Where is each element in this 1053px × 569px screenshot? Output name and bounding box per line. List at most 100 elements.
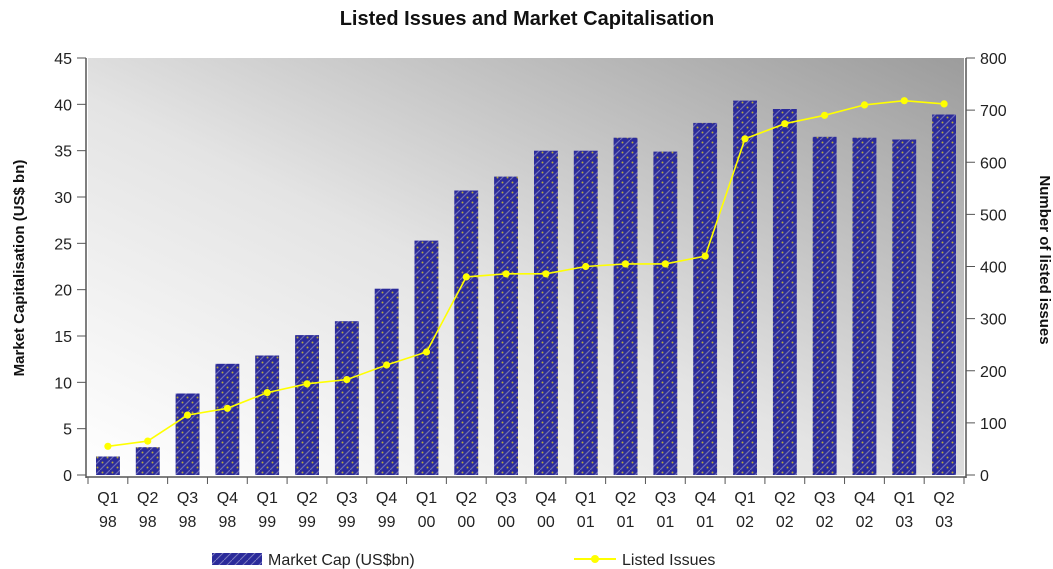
- tick-label: Q2: [615, 490, 636, 507]
- right-axis-ticks: 0 100 200 300 400 500 600 700 800: [966, 51, 1007, 485]
- tick-label: 35: [54, 144, 72, 161]
- tick-label: 45: [54, 51, 72, 68]
- chart-title: Listed Issues and Market Capitalisation: [340, 8, 715, 30]
- tick-label: Q1: [257, 490, 278, 507]
- tick-label: 800: [980, 51, 1007, 68]
- bar: [334, 321, 359, 475]
- data-point: [422, 348, 431, 356]
- tick-label: 400: [980, 260, 1007, 277]
- tick-label: 00: [457, 514, 475, 531]
- tick-label: 20: [54, 283, 72, 300]
- bar: [932, 114, 956, 475]
- tick-label: Q4: [854, 490, 875, 507]
- data-point: [343, 376, 351, 384]
- tick-label: Q3: [655, 490, 676, 507]
- line-series-listed-issues: [104, 97, 948, 450]
- legend-label-listed-issues: Listed Issues: [622, 552, 715, 569]
- tick-label: Q2: [456, 490, 477, 507]
- bar: [414, 240, 439, 475]
- tick-label: Q1: [97, 490, 118, 507]
- left-axis-ticks: 0 5 10 15 20 25 30 35 40 45: [54, 51, 86, 485]
- tick-label: 02: [736, 514, 754, 531]
- data-point: [263, 389, 271, 397]
- tick-label: Q1: [894, 490, 915, 507]
- tick-label: 100: [980, 416, 1007, 433]
- tick-label: 25: [54, 236, 72, 253]
- data-point: [383, 361, 391, 369]
- tick-label: 01: [657, 514, 675, 531]
- tick-label: Q3: [814, 490, 835, 507]
- legend-swatch-market-cap: [212, 553, 262, 565]
- data-point: [701, 252, 709, 260]
- bar: [494, 176, 518, 475]
- bar: [374, 288, 399, 475]
- tick-label: Q1: [734, 490, 755, 507]
- tick-label: Q4: [695, 490, 716, 507]
- series-line: [107, 99, 945, 448]
- tick-label: Q2: [137, 490, 158, 507]
- tick-label: Q2: [774, 490, 795, 507]
- bar: [613, 137, 638, 475]
- data-point: [144, 437, 152, 445]
- bar: [534, 150, 558, 475]
- tick-label: 40: [54, 97, 72, 114]
- tick-label: 99: [298, 514, 316, 531]
- tick-label: Q1: [575, 490, 596, 507]
- tick-label: 01: [696, 514, 714, 531]
- bar: [96, 456, 120, 475]
- bar: [295, 335, 319, 475]
- tick-label: 01: [617, 514, 635, 531]
- data-point: [542, 270, 550, 278]
- bar: [255, 355, 280, 475]
- legend-marker-listed-issues: [591, 555, 599, 563]
- data-point: [582, 262, 590, 271]
- data-point: [741, 135, 749, 143]
- tick-label: 03: [895, 514, 913, 531]
- data-point: [462, 273, 470, 281]
- tick-label: 98: [99, 514, 117, 531]
- bar: [733, 100, 757, 475]
- tick-label: 00: [497, 514, 515, 531]
- tick-label: 200: [980, 364, 1007, 381]
- tick-label: 98: [139, 514, 157, 531]
- tick-label: 30: [54, 190, 72, 207]
- bar: [135, 447, 160, 475]
- data-point: [940, 100, 948, 108]
- tick-label: 700: [980, 103, 1007, 120]
- tick-label: Q1: [416, 490, 437, 507]
- bar: [892, 139, 917, 475]
- tick-label: 99: [258, 514, 276, 531]
- bar: [653, 151, 678, 475]
- tick-label: Q4: [535, 490, 556, 507]
- bar: [573, 150, 598, 475]
- tick-label: Q3: [495, 490, 516, 507]
- tick-label: 03: [935, 514, 953, 531]
- y-axis-title: Market Capitalisation (US$ bn): [11, 160, 28, 377]
- tick-label: 15: [54, 329, 72, 346]
- bar: [693, 122, 718, 476]
- bar: [454, 190, 479, 475]
- tick-label: Q4: [376, 490, 397, 507]
- tick-label: Q3: [177, 490, 198, 507]
- legend-label-market-cap: Market Cap (US$bn): [268, 552, 415, 569]
- tick-label: 5: [63, 422, 72, 439]
- y2-axis-title: Number of listed issues: [1036, 175, 1053, 344]
- tick-label: 98: [179, 514, 197, 531]
- bar: [772, 109, 797, 475]
- data-point: [821, 111, 829, 119]
- tick-label: 500: [980, 207, 1007, 224]
- tick-label: 10: [54, 375, 72, 392]
- data-point: [104, 442, 112, 450]
- bar: [812, 136, 837, 476]
- tick-label: 00: [537, 514, 555, 531]
- legend: Market Cap (US$bn) Listed Issues: [212, 552, 715, 569]
- x-axis-ticks: Q1 98 Q2 98 Q3 98 Q4 98 Q1 99 Q2 99 Q3 99 Q4 99 Q1 00 Q2 00…: [87, 477, 965, 531]
- data-point: [621, 260, 630, 268]
- tick-label: 02: [816, 514, 834, 531]
- tick-label: 00: [418, 514, 436, 531]
- tick-label: 0: [980, 468, 989, 485]
- data-point: [183, 411, 192, 419]
- bar: [852, 137, 877, 475]
- bar-series-market-cap: [96, 100, 956, 476]
